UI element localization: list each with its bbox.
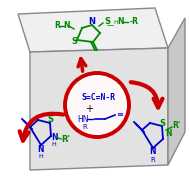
Text: N: N xyxy=(117,16,123,26)
Text: S: S xyxy=(104,18,110,26)
Text: H: H xyxy=(39,154,43,160)
Text: H: H xyxy=(52,143,56,147)
Text: +: + xyxy=(85,104,93,114)
Text: R: R xyxy=(83,124,87,130)
Text: N: N xyxy=(165,129,171,138)
Text: ≡: ≡ xyxy=(116,111,123,119)
Polygon shape xyxy=(18,8,168,52)
Text: S: S xyxy=(159,119,165,128)
Text: N: N xyxy=(51,132,57,142)
Text: -R: -R xyxy=(130,16,139,26)
Text: R': R' xyxy=(61,136,70,145)
Polygon shape xyxy=(168,18,185,165)
Text: S: S xyxy=(47,115,53,125)
Circle shape xyxy=(65,73,129,137)
Text: S=C=N-R: S=C=N-R xyxy=(82,92,116,101)
Text: N: N xyxy=(63,20,69,29)
Text: N: N xyxy=(88,18,95,26)
Text: R: R xyxy=(151,157,155,163)
Text: N: N xyxy=(38,145,44,153)
Polygon shape xyxy=(30,48,168,170)
Text: R: R xyxy=(54,22,60,30)
Text: R': R' xyxy=(172,122,180,130)
Text: N: N xyxy=(150,147,156,156)
Text: HN: HN xyxy=(77,115,89,123)
Text: H: H xyxy=(114,19,118,25)
Text: S: S xyxy=(71,36,77,46)
